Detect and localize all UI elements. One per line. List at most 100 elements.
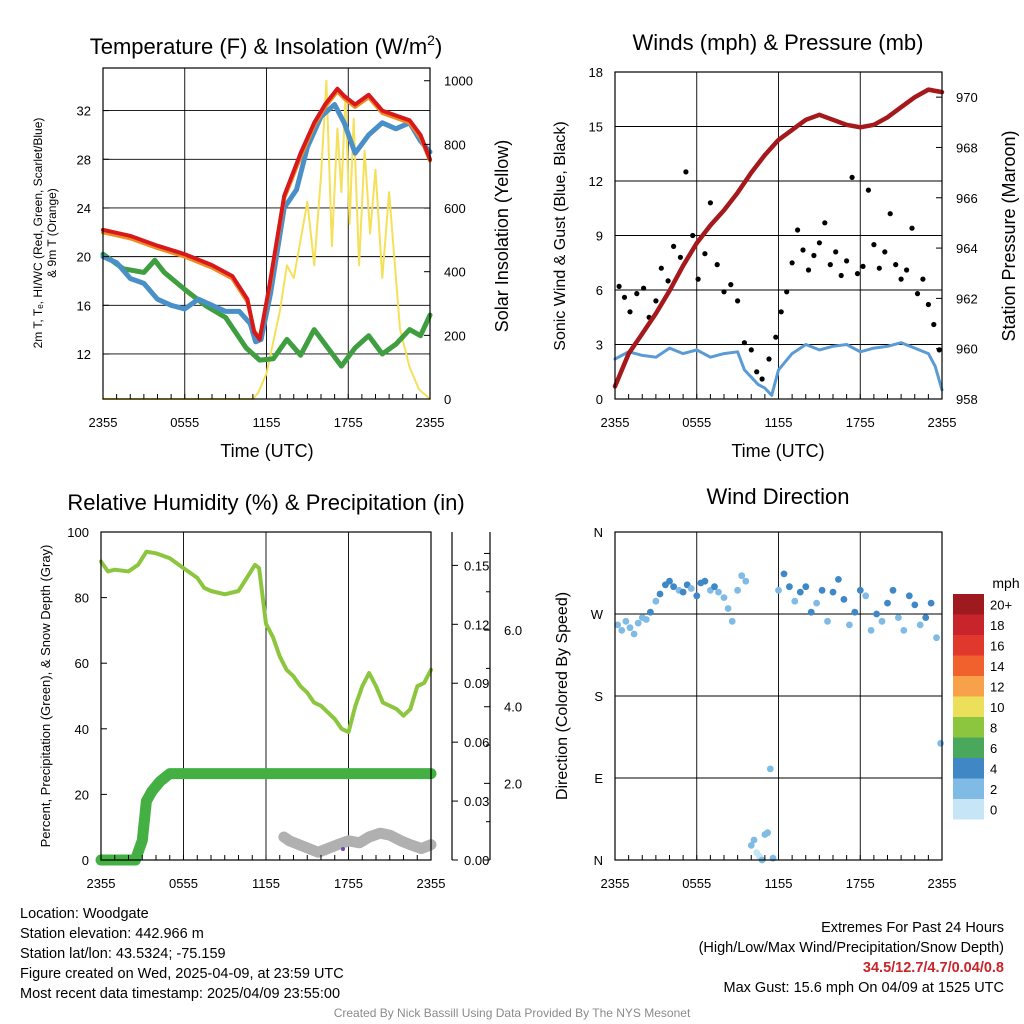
gust-point — [822, 220, 828, 226]
direction-point — [666, 577, 673, 585]
snow-marker-point — [341, 847, 345, 851]
direction-point — [889, 586, 897, 594]
direction-point — [884, 599, 891, 607]
temp-y2tick: 600 — [444, 201, 466, 216]
temp-ytick: 28 — [77, 152, 91, 167]
direction-point — [634, 619, 642, 627]
direction-point — [734, 586, 741, 594]
humidity-axes: 2355 0555 1155 1755 2355 0 20 40 60 80 100 0.00 0.03… — [67, 525, 522, 891]
gust-point — [766, 356, 772, 362]
gust-point — [741, 340, 748, 346]
pressure-line — [612, 87, 945, 389]
humidity-panel: Relative Humidity (%) & Precipitation (i… — [38, 490, 522, 891]
winds-panel: Winds (mph) & Pressure (mb) 2355 0555 1155… — [552, 30, 1019, 461]
direction-point — [614, 621, 622, 629]
precip-tick: 0.03 — [464, 794, 489, 809]
gust-point — [754, 369, 760, 375]
dir-xtick: 1155 — [765, 876, 793, 891]
gust-point — [658, 265, 664, 271]
winds-y2tick: 968 — [956, 140, 978, 155]
gust-point — [714, 262, 720, 268]
winds-y2tick: 958 — [956, 392, 978, 407]
precip-line — [95, 768, 437, 866]
direction-point — [922, 614, 930, 621]
legend-label: 4 — [990, 761, 997, 776]
winds-xlabel: Time (UTC) — [731, 441, 824, 461]
legend-label: 6 — [990, 741, 997, 756]
temp-xtick: 2355 — [89, 415, 118, 430]
direction-point — [835, 576, 842, 583]
winds-xtick: 1155 — [765, 415, 793, 430]
winds-ylabel: Sonic Wind & Gust (Blue, Black) — [552, 121, 569, 350]
direction-point — [687, 585, 695, 592]
direction-point — [750, 836, 758, 844]
legend-swatch — [953, 778, 984, 799]
temperature-xlabel: Time (UTC) — [220, 441, 313, 461]
winds-ytick: 9 — [596, 229, 603, 244]
direction-point — [679, 588, 687, 596]
direction-panel: Wind Direction 2355 0555 1155 1755 2355 N E S W N… — [554, 484, 1020, 891]
gust-point — [838, 272, 844, 279]
direction-point — [933, 634, 940, 642]
direction-point — [807, 608, 815, 616]
direction-point — [656, 590, 664, 598]
temp-y2tick: 200 — [444, 328, 466, 343]
max-gust-text: Max Gust: 15.6 mph On 04/09 at 1525 UTC — [723, 980, 1004, 996]
direction-point — [840, 596, 848, 603]
direction-point — [829, 588, 837, 596]
direction-point — [711, 583, 718, 591]
temp-y2tick: 400 — [444, 265, 466, 280]
direction-point — [911, 601, 919, 609]
winds-axes: 2355 0555 1155 1755 2355 0 3 6 9 12 15 18 958 960 962 9… — [589, 65, 978, 430]
gust-point — [865, 187, 872, 193]
winds-ytick: 15 — [589, 120, 603, 135]
direction-point — [622, 617, 630, 625]
gust-point — [773, 334, 779, 340]
direction-point — [670, 583, 677, 591]
gust-point — [784, 289, 790, 295]
gust-point — [844, 258, 850, 264]
gust-point — [728, 282, 734, 288]
legend-swatch — [953, 655, 984, 676]
rh-line — [99, 549, 433, 735]
gust-point — [641, 285, 647, 291]
winds-series — [612, 87, 945, 397]
direction-point — [796, 588, 804, 596]
temp-y2tick: 0 — [444, 392, 451, 407]
precip-tick: 0.12 — [464, 617, 489, 632]
winds-y2tick: 964 — [956, 241, 978, 256]
legend-label: 20+ — [990, 597, 1012, 612]
gust-point — [702, 251, 708, 257]
direction-point — [856, 586, 864, 594]
solar-line — [102, 79, 431, 400]
direction-point — [927, 599, 935, 607]
dir-ytick: S — [594, 689, 603, 704]
gust-point — [759, 376, 765, 382]
credit-text: Created By Nick Bassill Using Data Provi… — [333, 1006, 691, 1020]
legend-swatch — [953, 737, 984, 758]
gust-point — [936, 347, 942, 353]
gust-point — [920, 276, 926, 282]
legend-label: 14 — [990, 659, 1004, 674]
winds-ytick: 6 — [596, 283, 603, 298]
direction-point — [813, 599, 820, 607]
gust-point — [931, 321, 937, 328]
gust-point — [621, 294, 628, 300]
winds-ytick: 3 — [596, 338, 603, 353]
direction-point — [895, 614, 902, 621]
direction-point — [851, 608, 859, 616]
direction-point — [867, 627, 875, 634]
direction-point — [724, 605, 732, 612]
direction-point — [791, 597, 799, 605]
direction-point — [766, 765, 774, 773]
dir-ytick: E — [594, 771, 603, 786]
snow-depth-line — [278, 827, 437, 858]
temp-y2tick: 1000 — [444, 74, 473, 89]
rh-xtick: 2355 — [417, 876, 446, 891]
precip-tick: 0.00 — [464, 853, 489, 868]
direction-point — [647, 608, 654, 616]
gust-point — [665, 278, 671, 284]
rh-xtick: 2355 — [87, 876, 116, 891]
winds-ytick: 18 — [589, 65, 603, 80]
gust-point — [811, 252, 817, 259]
